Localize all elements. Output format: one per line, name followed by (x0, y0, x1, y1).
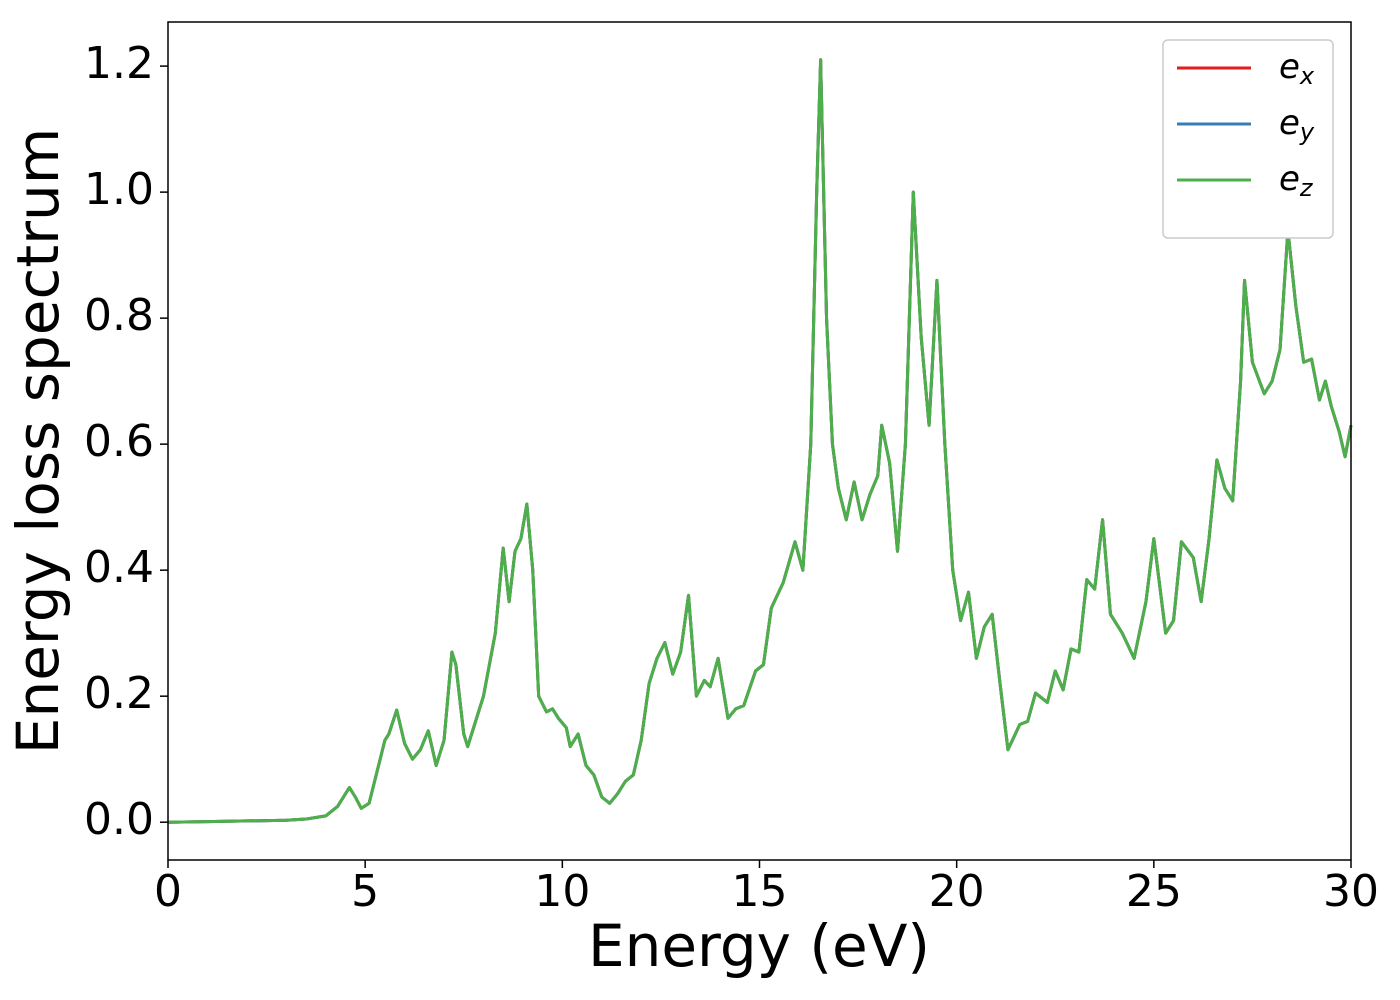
y-tick-label: 0.0 (84, 794, 154, 845)
x-tick-label: 25 (1126, 866, 1182, 917)
x-tick-label: 20 (929, 866, 985, 917)
y-axis-label: Energy loss spectrum (4, 128, 72, 754)
series-line (167, 58, 1353, 824)
x-tick-label: 15 (732, 866, 788, 917)
legend-label: ex (1279, 47, 1315, 91)
x-axis-label: Energy (eV) (588, 912, 930, 980)
legend-label: ez (1279, 159, 1314, 203)
x-tick-label: 5 (351, 866, 379, 917)
y-tick-label: 0.8 (84, 290, 154, 341)
legend-label: ey (1279, 103, 1315, 147)
x-tick-label: 30 (1323, 866, 1379, 917)
y-tick-label: 0.4 (84, 542, 154, 593)
x-tick-label: 0 (154, 866, 182, 917)
y-tick-label: 1.2 (84, 38, 154, 89)
y-tick-label: 1.0 (84, 164, 154, 215)
legend-box (1162, 39, 1334, 239)
y-tick-label: 0.6 (84, 416, 154, 467)
y-tick-label: 0.2 (84, 668, 154, 719)
x-tick-label: 10 (534, 866, 590, 917)
plot-frame (167, 21, 1352, 861)
